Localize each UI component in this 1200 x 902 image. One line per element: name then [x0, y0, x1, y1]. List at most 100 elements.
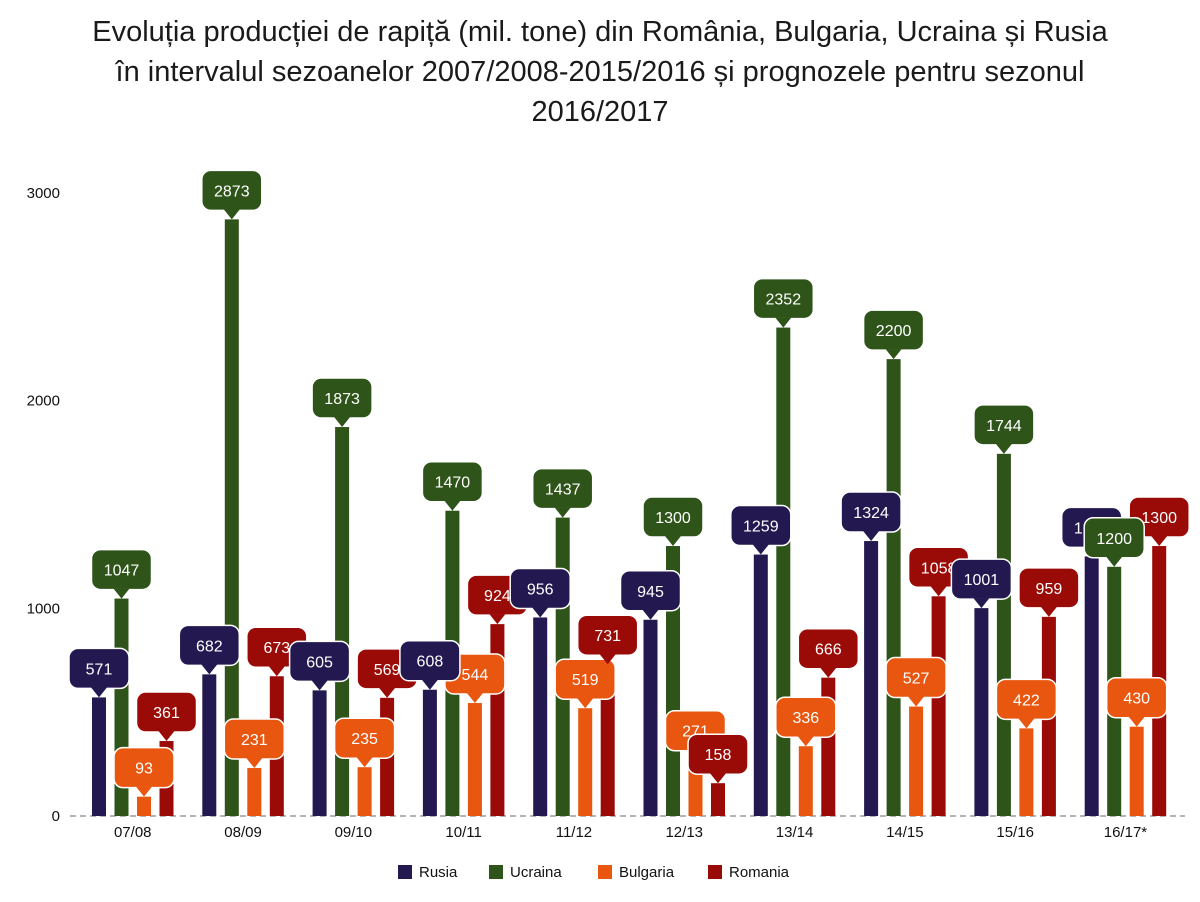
data-label-text: 430	[1123, 691, 1150, 708]
data-label: 666	[797, 627, 860, 678]
data-label-text: 235	[351, 731, 378, 748]
legend-swatch	[598, 865, 612, 879]
bar	[1084, 556, 1099, 816]
data-label-text: 1058	[921, 560, 957, 577]
data-label: 1047	[90, 548, 153, 599]
legend-item: Rusia	[398, 864, 458, 881]
bar	[247, 768, 262, 816]
data-label-pointer	[599, 654, 616, 665]
data-label-text: 422	[1013, 692, 1040, 709]
x-tick-label: 11/12	[556, 824, 592, 841]
data-label-text: 1470	[435, 475, 471, 492]
legend-swatch	[708, 865, 722, 879]
data-label: 1873	[311, 377, 373, 428]
legend-label: Rusia	[419, 864, 458, 881]
x-tick-label: 10/11	[445, 824, 481, 841]
data-label-text: 1324	[853, 505, 889, 522]
data-label-pointer	[91, 687, 107, 698]
data-label-text: 1200	[1096, 531, 1132, 548]
data-label-pointer	[1040, 606, 1057, 617]
data-label: 430	[1105, 676, 1168, 727]
bar	[886, 359, 901, 816]
data-label-text: 158	[705, 747, 732, 764]
legend-item: Ucraina	[489, 864, 562, 881]
data-label-pointer	[356, 757, 373, 768]
data-label-text: 924	[484, 588, 511, 605]
legend-item: Romania	[708, 864, 790, 881]
data-label-text: 2873	[214, 183, 250, 200]
data-label-pointer	[710, 773, 726, 784]
data-label-text: 666	[815, 642, 842, 659]
data-label-pointer	[752, 544, 769, 555]
bar	[711, 783, 725, 816]
data-label-text: 336	[792, 710, 819, 727]
legend-swatch	[398, 865, 412, 879]
legend-label: Romania	[729, 864, 790, 881]
data-label-pointer	[223, 209, 240, 220]
data-label-pointer	[113, 588, 130, 599]
data-label-text: 569	[374, 662, 401, 679]
data-label: 1437	[531, 467, 594, 518]
x-tick-label: 08/09	[224, 824, 262, 841]
data-label-text: 1300	[655, 510, 691, 527]
data-label: 1259	[730, 504, 792, 555]
data-label-text: 527	[903, 671, 930, 688]
data-label-pointer	[311, 680, 328, 691]
data-label-text: 519	[572, 672, 599, 689]
axis-group: 0 1000 2000 3000 07/08 08/09 09/10 10/11 11/12 12…	[27, 185, 1185, 841]
data-label: 336	[775, 696, 837, 747]
data-label: 605	[288, 640, 351, 691]
legend-item: Bulgaria	[598, 864, 675, 881]
data-label: 527	[885, 656, 947, 707]
data-label-text: 93	[135, 761, 153, 778]
data-label-pointer	[577, 698, 594, 709]
data-label-pointer	[201, 664, 218, 675]
x-tick-label: 16/17*	[1104, 824, 1148, 841]
y-tick-label: 0	[52, 808, 60, 825]
data-label: 1470	[421, 460, 484, 511]
bar	[753, 554, 768, 816]
bar	[996, 453, 1011, 816]
data-label-text: 605	[306, 654, 333, 671]
bar	[137, 796, 151, 816]
bar	[798, 746, 813, 816]
bar	[643, 619, 658, 816]
x-tick-label: 14/15	[886, 824, 924, 841]
bar	[422, 689, 437, 816]
data-label-text: 361	[153, 705, 180, 722]
y-tick-label: 2000	[27, 393, 60, 410]
data-label-pointer	[444, 500, 461, 511]
data-label-text: 1437	[545, 482, 581, 499]
y-tick-label: 3000	[27, 185, 60, 202]
data-label: 93	[113, 746, 175, 797]
data-label-pointer	[421, 679, 438, 690]
data-label: 945	[619, 570, 682, 620]
data-label: 1324	[840, 491, 902, 542]
data-label-pointer	[268, 666, 285, 677]
bar	[202, 674, 217, 816]
y-tick-label: 1000	[27, 600, 60, 617]
data-label-pointer	[797, 736, 814, 747]
data-label: 422	[995, 678, 1058, 729]
data-label: 158	[687, 733, 749, 784]
data-label-text: 1744	[986, 418, 1022, 435]
data-label-pointer	[1018, 718, 1035, 729]
bar	[1019, 728, 1034, 816]
data-label-text: 1300	[1141, 510, 1177, 527]
data-label-pointer	[885, 349, 902, 360]
data-label-pointer	[1128, 716, 1145, 727]
bar	[224, 219, 239, 817]
data-label-pointer	[820, 667, 837, 678]
chart-title-line-1: Evoluția producției de rapiță (mil. tone…	[92, 16, 1108, 48]
data-label-text: 608	[417, 654, 444, 671]
bar	[776, 327, 791, 816]
data-label: 519	[554, 658, 616, 709]
bar	[931, 596, 946, 816]
chart-title-line-3: 2016/2017	[531, 96, 669, 128]
data-label: 571	[68, 647, 130, 698]
data-label-pointer	[665, 536, 681, 547]
data-label-pointer	[973, 598, 990, 609]
bar	[533, 617, 548, 816]
data-label: 959	[1018, 567, 1080, 617]
